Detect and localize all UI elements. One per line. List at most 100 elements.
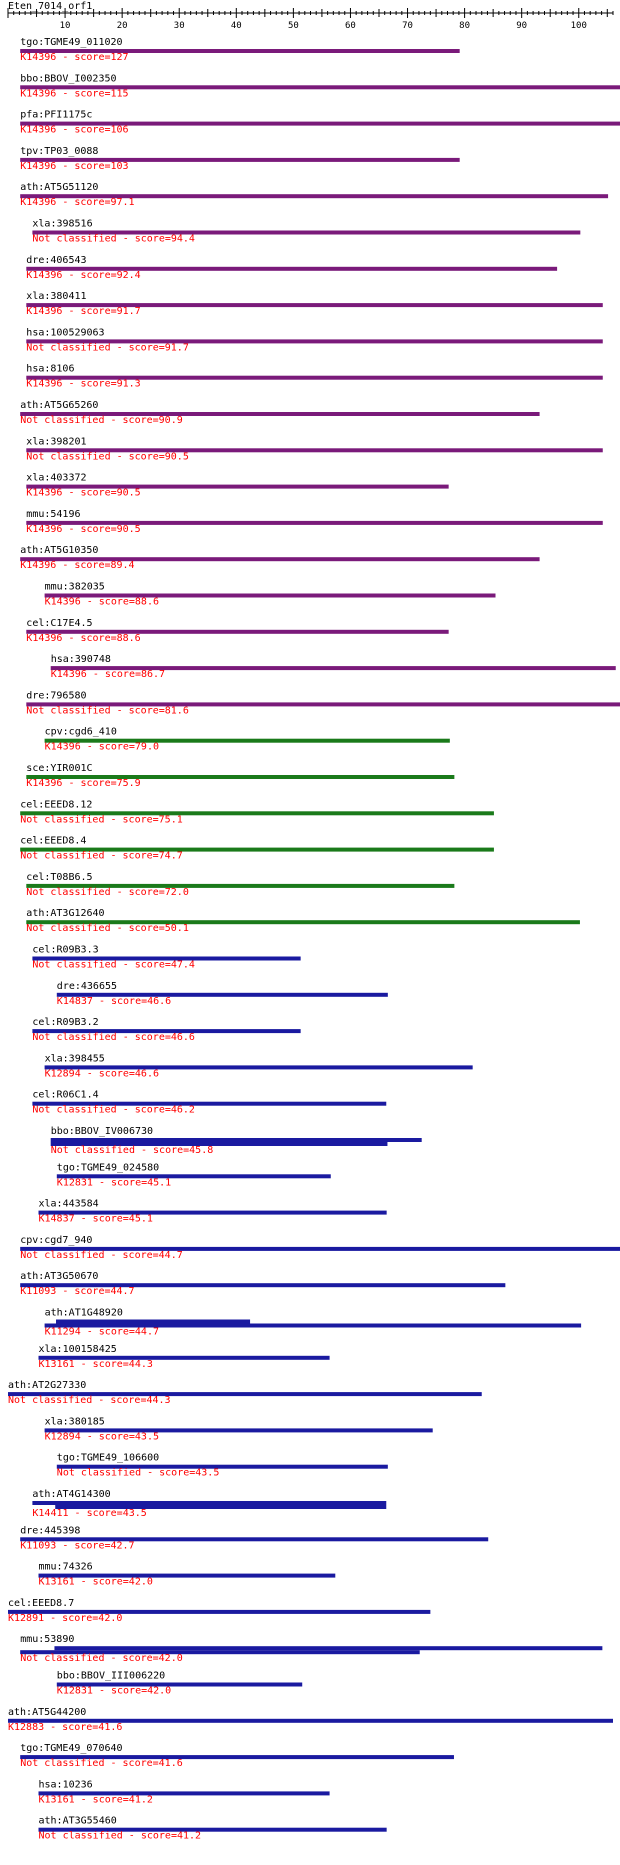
alignment-bar <box>20 557 540 562</box>
hit-name[interactable]: cel:R09B3.3 <box>32 945 98 956</box>
hit-name[interactable]: cel:R06C1.4 <box>32 1090 98 1101</box>
hit-name[interactable]: xla:443584 <box>39 1199 99 1210</box>
hit-row: ath:AT4G14300 K14411 - score=43.5 <box>32 1489 387 1519</box>
hit-row: cel:R09B3.2 Not classified - score=46.6 <box>32 1017 301 1043</box>
hit-row: ath:AT5G65260 Not classified - score=90.9 <box>20 400 540 426</box>
hit-score: K14396 - score=91.7 <box>26 306 140 317</box>
hit-name[interactable]: ath:AT4G14300 <box>32 1489 110 1500</box>
axis-tick-label: 60 <box>345 21 356 31</box>
hit-name[interactable]: mmu:74326 <box>39 1562 93 1573</box>
hit-name[interactable]: tgo:TGME49_011020 <box>20 37 122 48</box>
alignment-bar <box>26 920 580 925</box>
alignment-bar <box>32 1501 387 1505</box>
alignment-bar <box>38 1210 387 1215</box>
hit-name[interactable]: dre:406543 <box>26 255 86 266</box>
hit-name[interactable]: xla:380411 <box>26 291 86 302</box>
hit-row: xla:398201 Not classified - score=90.5 <box>26 436 603 462</box>
hit-name[interactable]: hsa:100529063 <box>26 327 104 338</box>
axis-tick-label: 80 <box>459 21 470 31</box>
hit-name[interactable]: mmu:382035 <box>45 582 105 593</box>
hit-row: tpv:TP03_0088 K14396 - score=103 <box>20 146 460 172</box>
alignment-bar <box>32 230 581 235</box>
axis-tick-label: 100 <box>571 21 587 31</box>
alignment-bar <box>8 1392 482 1397</box>
hit-name[interactable]: xla:398516 <box>32 219 92 230</box>
hit-score: K14396 - score=90.5 <box>26 524 140 535</box>
hit-name[interactable]: hsa:10236 <box>39 1779 93 1790</box>
hit-row: cpv:cgd6_410 K14396 - score=79.0 <box>44 727 450 753</box>
hit-row: xla:398455 K12894 - score=46.6 <box>44 1053 473 1079</box>
hit-name[interactable]: tpv:TP03_0088 <box>20 146 98 157</box>
hit-score: K13161 - score=44.3 <box>39 1359 153 1370</box>
hit-name[interactable]: ath:AT5G10350 <box>20 545 98 556</box>
hit-name[interactable]: xla:100158425 <box>39 1344 117 1355</box>
hit-score: K14396 - score=88.6 <box>26 633 140 644</box>
hit-score: Not classified - score=90.9 <box>20 415 183 426</box>
hit-score: K12831 - score=42.0 <box>57 1686 171 1697</box>
hit-row: xla:100158425 K13161 - score=44.3 <box>38 1344 330 1370</box>
hit-name[interactable]: tgo:TGME49_106600 <box>57 1453 159 1464</box>
hit-score: K14396 - score=106 <box>20 125 128 136</box>
hit-row: dre:436655 K14837 - score=46.6 <box>56 981 388 1007</box>
hit-score: Not classified - score=42.0 <box>20 1653 183 1664</box>
axis-tick-label: 90 <box>516 21 527 31</box>
alignment-bar <box>26 629 449 634</box>
hit-row: ath:AT3G50670 K11093 - score=44.7 <box>20 1271 506 1297</box>
hit-name[interactable]: ath:AT3G50670 <box>20 1271 98 1282</box>
hit-name[interactable]: ath:AT2G27330 <box>8 1380 86 1391</box>
alignment-bar <box>38 1791 330 1796</box>
hit-name[interactable]: xla:403372 <box>26 473 86 484</box>
hit-name[interactable]: ath:AT5G65260 <box>20 400 98 411</box>
hit-name[interactable]: xla:380185 <box>45 1416 105 1427</box>
hit-name[interactable]: cel:EEED8.4 <box>20 836 86 847</box>
alignment-bar <box>20 412 540 416</box>
hit-name[interactable]: ath:AT5G51120 <box>20 182 98 193</box>
hit-name[interactable]: ath:AT5G44200 <box>8 1707 86 1718</box>
alignment-bar <box>50 666 616 671</box>
hit-name[interactable]: mmu:54196 <box>26 509 80 520</box>
axis-tick-label: 10 <box>60 21 71 31</box>
hit-name[interactable]: sce:YIR001C <box>26 763 92 774</box>
alignment-bar <box>20 1755 454 1760</box>
hit-name[interactable]: tgo:TGME49_070640 <box>20 1743 122 1754</box>
hit-name[interactable]: cel:EEED8.12 <box>20 799 92 810</box>
alignment-bar <box>26 775 455 779</box>
hit-name[interactable]: ath:AT1G48920 <box>45 1308 123 1319</box>
hit-name[interactable]: cel:EEED8.7 <box>8 1598 74 1609</box>
hit-name[interactable]: cel:C17E4.5 <box>26 618 92 629</box>
hit-score: Not classified - score=45.8 <box>51 1145 214 1156</box>
alignment-bar <box>20 49 460 53</box>
hit-row: tgo:TGME49_106600 Not classified - score=… <box>56 1453 388 1479</box>
hit-name[interactable]: cpv:cgd6_410 <box>45 727 117 738</box>
hit-name[interactable]: ath:AT3G55460 <box>39 1816 117 1827</box>
hit-name[interactable]: bbo:BBOV_IV006730 <box>51 1126 153 1137</box>
hit-name[interactable]: ath:AT3G12640 <box>26 908 104 919</box>
hit-name[interactable]: hsa:8106 <box>26 364 74 375</box>
hit-score: K14837 - score=45.1 <box>39 1214 153 1225</box>
hit-name[interactable]: cel:R09B3.2 <box>32 1017 98 1028</box>
hit-score: K14396 - score=86.7 <box>51 669 165 680</box>
alignment-bar <box>8 1609 431 1614</box>
hit-name[interactable]: xla:398455 <box>45 1053 105 1064</box>
hit-name[interactable]: bbo:BBOV_III006220 <box>57 1671 165 1682</box>
hit-name[interactable]: cel:T08B6.5 <box>26 872 92 883</box>
axis-tick-label: 30 <box>174 21 185 31</box>
hit-name[interactable]: dre:445398 <box>20 1525 80 1536</box>
hit-name[interactable]: cpv:cgd7_940 <box>20 1235 92 1246</box>
hit-score: Not classified - score=72.0 <box>26 887 189 898</box>
hit-name[interactable]: hsa:390748 <box>51 654 111 665</box>
hit-score: K11093 - score=44.7 <box>20 1286 134 1297</box>
axis-tick-label: 40 <box>231 21 242 31</box>
hit-row: ath:AT5G10350 K14396 - score=89.4 <box>20 545 540 571</box>
hit-row: tgo:TGME49_011020 K14396 - score=127 <box>20 37 460 63</box>
hit-name[interactable]: bbo:BBOV_I002350 <box>20 73 116 84</box>
hit-name[interactable]: dre:796580 <box>26 690 86 701</box>
hit-name[interactable]: mmu:53890 <box>20 1634 74 1645</box>
hit-name[interactable]: tgo:TGME49_024580 <box>57 1162 159 1173</box>
hit-row: ath:AT2G27330 Not classified - score=44.3 <box>8 1380 482 1406</box>
hit-score: Not classified - score=46.2 <box>32 1105 195 1116</box>
alignment-bar <box>20 811 494 816</box>
hit-name[interactable]: xla:398201 <box>26 436 86 447</box>
hit-name[interactable]: pfa:PFI1175c <box>20 110 92 121</box>
hit-name[interactable]: dre:436655 <box>57 981 117 992</box>
